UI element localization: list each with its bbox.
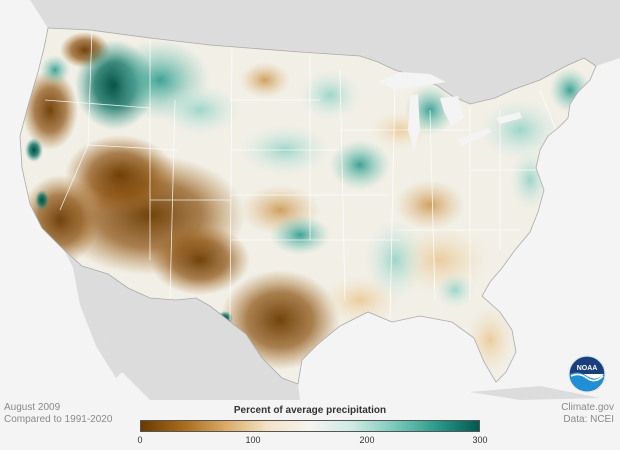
legend-tick-0: 0 — [137, 435, 143, 445]
noaa-logo-text: NOAA — [577, 365, 598, 372]
wet-area-oklahoma — [270, 215, 330, 255]
baja-peninsula — [72, 262, 122, 378]
great-lakes — [378, 72, 522, 150]
legend-title: Percent of average precipitation — [233, 405, 387, 416]
wet-area-washington — [40, 55, 70, 85]
lake-erie — [456, 128, 492, 146]
noaa-emblem-icon: NOAA — [569, 356, 605, 392]
wet-area-alabama — [435, 272, 475, 308]
lake-huron — [440, 96, 464, 126]
state-borders — [44, 29, 561, 321]
credit-data: Data: NCEI — [563, 414, 614, 425]
baseline-label: Compared to 1991-2020 — [4, 414, 113, 425]
wet-area-iowa-dark — [330, 140, 390, 190]
noaa-logo: NOAA — [569, 356, 605, 392]
dry-area-florida — [465, 305, 515, 375]
dry-area-oregon — [22, 70, 78, 150]
precipitation-map — [0, 0, 620, 400]
cuba-island — [470, 386, 600, 400]
dry-area-ohio-valley — [395, 180, 465, 230]
legend-tick-100: 100 — [245, 435, 261, 445]
dry-area-north-dakota — [240, 62, 290, 98]
legend-color-bar — [140, 420, 480, 432]
wet-area-california-coast-lower — [35, 190, 49, 210]
wet-area-california-coast-dark — [25, 138, 43, 162]
map-caption: August 2009 Compared to 1991-2020 — [4, 402, 112, 426]
map-credits: Climate.gov Data: NCEI — [561, 402, 614, 426]
lake-superior — [378, 72, 446, 90]
mexico-land — [64, 250, 300, 400]
dry-area-new-mexico — [150, 225, 250, 295]
legend-tick-200: 200 — [359, 435, 375, 445]
wet-area-wyoming — [160, 85, 240, 135]
period-label: August 2009 — [4, 402, 61, 413]
credit-site: Climate.gov — [561, 402, 614, 413]
wet-area-mid-atlantic — [510, 150, 550, 210]
lake-michigan — [408, 94, 420, 150]
wet-area-minnesota — [300, 70, 360, 120]
lake-ontario — [496, 112, 522, 124]
wet-area-arkansas — [365, 220, 425, 300]
canada-land — [0, 0, 620, 104]
dry-area-california — [20, 175, 100, 265]
legend-tick-300: 300 — [472, 435, 488, 445]
